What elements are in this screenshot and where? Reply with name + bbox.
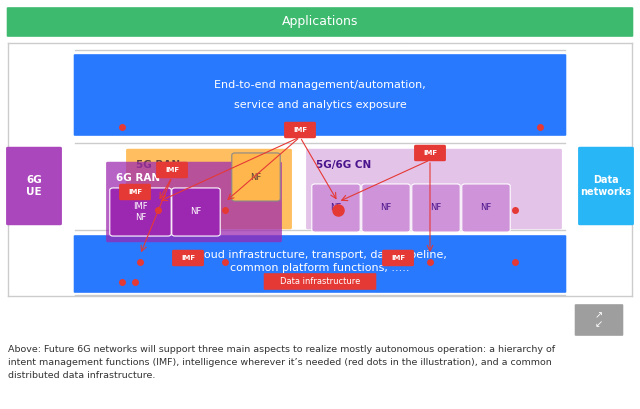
Text: End-to-end management/automation,: End-to-end management/automation, (214, 80, 426, 90)
Text: IMF: IMF (391, 255, 405, 261)
FancyBboxPatch shape (232, 153, 280, 201)
Text: Cloud infrastructure, transport, data pipeline,: Cloud infrastructure, transport, data pi… (193, 250, 447, 260)
Text: Above: Future 6G networks will support three main aspects to realize mostly auto: Above: Future 6G networks will support t… (8, 345, 555, 380)
FancyBboxPatch shape (106, 162, 282, 242)
Text: service and analytics exposure: service and analytics exposure (234, 100, 406, 110)
FancyBboxPatch shape (382, 250, 414, 266)
Text: Applications: Applications (282, 16, 358, 29)
Text: IMF: IMF (165, 167, 179, 173)
FancyBboxPatch shape (362, 184, 410, 232)
FancyBboxPatch shape (172, 250, 204, 266)
FancyBboxPatch shape (172, 188, 220, 236)
Text: 6G
UE: 6G UE (26, 175, 42, 197)
FancyBboxPatch shape (284, 122, 316, 138)
Text: NF: NF (250, 173, 262, 182)
FancyBboxPatch shape (462, 184, 510, 232)
Text: IMF
NF: IMF NF (133, 202, 148, 222)
FancyBboxPatch shape (7, 7, 634, 37)
FancyBboxPatch shape (74, 235, 566, 293)
FancyBboxPatch shape (6, 147, 62, 225)
Text: common platform functions, .....: common platform functions, ..... (230, 263, 410, 273)
Text: 5G RAN: 5G RAN (136, 160, 180, 170)
Text: IMF: IMF (181, 255, 195, 261)
FancyBboxPatch shape (578, 147, 634, 225)
Text: Data
networks: Data networks (580, 175, 632, 197)
Text: IMF: IMF (128, 189, 142, 195)
FancyBboxPatch shape (412, 184, 460, 232)
Text: NF: NF (380, 204, 392, 213)
FancyBboxPatch shape (74, 54, 566, 136)
FancyBboxPatch shape (575, 304, 623, 336)
Text: IMF: IMF (293, 127, 307, 133)
Text: NF: NF (481, 204, 492, 213)
FancyBboxPatch shape (119, 184, 151, 200)
Text: Data infrastructure: Data infrastructure (280, 277, 360, 286)
FancyBboxPatch shape (312, 184, 360, 232)
FancyBboxPatch shape (156, 162, 188, 178)
Text: ↗
↙: ↗ ↙ (595, 310, 603, 330)
FancyBboxPatch shape (110, 188, 172, 236)
FancyBboxPatch shape (126, 149, 292, 229)
Text: 5G/6G CN: 5G/6G CN (316, 160, 371, 170)
Text: NF: NF (330, 204, 342, 213)
Text: 6G RAN: 6G RAN (116, 173, 160, 183)
FancyBboxPatch shape (414, 145, 446, 161)
Text: NF: NF (430, 204, 442, 213)
Text: NF: NF (190, 207, 202, 216)
FancyBboxPatch shape (306, 149, 562, 229)
FancyBboxPatch shape (264, 273, 376, 290)
Text: IMF: IMF (423, 150, 437, 156)
